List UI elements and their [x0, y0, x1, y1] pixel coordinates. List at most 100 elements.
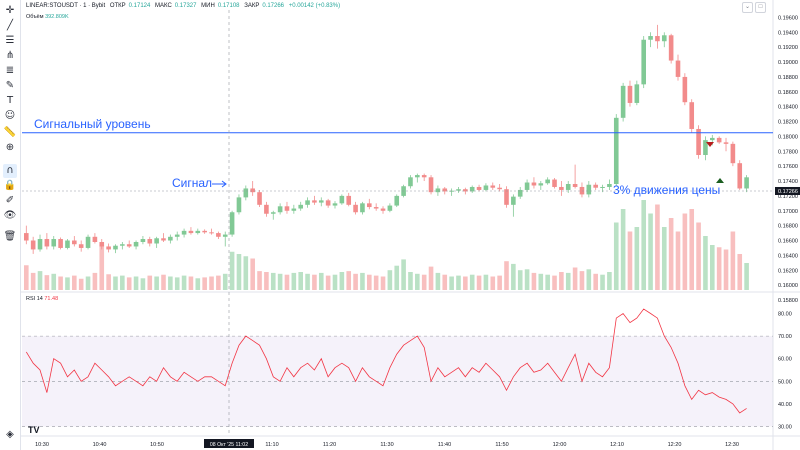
candle: [668, 35, 674, 61]
fib-icon[interactable]: ≣: [5, 65, 15, 76]
candle: [99, 242, 105, 247]
volume-bar: [511, 263, 516, 290]
volume-bar: [264, 272, 269, 290]
volume-bar: [154, 276, 159, 290]
volume-bar: [30, 272, 36, 290]
volume-bar: [737, 254, 743, 290]
eye-icon[interactable]: 👁: [3, 210, 17, 221]
candle: [504, 189, 509, 205]
volume-bar: [442, 274, 448, 290]
volume-bar: [367, 274, 372, 290]
price-tick-label: 0.19600: [778, 15, 798, 21]
volume-bar: [99, 245, 105, 290]
candle: [85, 236, 91, 248]
volume-bar: [648, 213, 653, 290]
volume-bar: [270, 272, 276, 290]
emoji-icon[interactable]: ☺: [4, 110, 16, 121]
time-tick-label: 11:30: [380, 442, 393, 448]
volume-bar: [408, 272, 413, 290]
rsi-tick-label: 50.00: [778, 379, 792, 385]
candle: [593, 184, 598, 188]
volume-bar: [703, 236, 708, 290]
volume-bar: [120, 275, 125, 290]
volume-bar: [675, 231, 681, 290]
price-tick-label: 0.16200: [778, 268, 798, 274]
volume-bar: [312, 274, 317, 290]
trend-line-icon[interactable]: ╱: [6, 20, 14, 31]
price-tick-label: 0.18800: [778, 75, 798, 81]
candle: [120, 244, 125, 246]
candle: [607, 184, 612, 187]
time-tick-label: 10:50: [150, 442, 164, 448]
price-tick-label: 0.18400: [778, 105, 798, 111]
horizontal-lines-icon[interactable]: ☰: [5, 35, 15, 46]
open-value: 0.17124: [128, 3, 151, 9]
volume-bar: [277, 273, 283, 290]
volume-bar: [51, 273, 57, 290]
volume-bar: [504, 261, 509, 290]
time-tick-label: 12:30: [725, 442, 739, 448]
volume-bar: [668, 218, 674, 290]
symbol-name[interactable]: LINEAR:STOUSDT · 1 · Bybit: [26, 3, 106, 9]
candle: [586, 184, 592, 195]
volume-bar: [250, 258, 255, 290]
candle: [113, 245, 118, 250]
volume-bar: [463, 276, 468, 290]
volume-bar: [421, 274, 427, 290]
time-tick-label: 12:00: [553, 442, 567, 448]
tradingview-logo: TV: [28, 425, 40, 435]
volume-bar: [613, 222, 619, 290]
zoom-in-icon[interactable]: ⊕: [5, 142, 15, 153]
maximize-pane-icon[interactable]: □: [755, 2, 766, 13]
collapse-pane-icon[interactable]: ⌄: [742, 2, 753, 13]
volume-legend: Объём 392.809K: [26, 14, 69, 20]
price-tick-label: 0.16000: [778, 283, 798, 289]
candle: [442, 188, 448, 192]
candle: [380, 208, 386, 211]
volume-bar: [730, 231, 736, 290]
magnet-icon[interactable]: ∩: [3, 164, 17, 178]
volume-bar: [106, 274, 111, 290]
volume-bar: [147, 275, 153, 290]
volume-bar: [360, 272, 365, 290]
volume-bar: [202, 277, 207, 290]
candle: [497, 187, 502, 190]
trash-icon[interactable]: 🗑: [3, 231, 17, 242]
candle: [463, 189, 468, 192]
time-tick-label: 11:40: [438, 442, 451, 448]
rsi-line: [25, 308, 747, 414]
candle: [579, 186, 585, 195]
lock-drawings-icon[interactable]: 🔒: [3, 180, 17, 191]
candle: [737, 163, 743, 189]
candle: [421, 175, 427, 178]
volume-bar: [339, 272, 345, 290]
volume-bar: [318, 272, 324, 290]
volume-bar: [181, 275, 187, 290]
layers-icon[interactable]: ◈: [6, 429, 14, 440]
price-tick-label: 0.16600: [778, 239, 798, 245]
ruler-icon[interactable]: 📏: [3, 127, 17, 138]
current-price-label: 0.17266: [778, 189, 798, 195]
volume-bar: [524, 269, 530, 290]
current-price-box: [775, 186, 800, 195]
pitchfork-icon[interactable]: ⋔: [5, 50, 15, 61]
volume-bar: [483, 274, 489, 290]
candle: [517, 189, 523, 197]
low-label: МИН: [201, 3, 215, 9]
price-tick-label: 0.17000: [778, 209, 798, 215]
candle: [538, 183, 544, 186]
crosshair-icon[interactable]: ✛: [5, 5, 15, 16]
volume-bar: [92, 272, 98, 290]
text-tool-icon[interactable]: T: [6, 95, 14, 106]
volume-bar: [209, 276, 214, 290]
volume-bar: [325, 275, 331, 290]
volume-bar: [435, 272, 441, 290]
high-value: 0.17327: [174, 3, 197, 9]
candle: [703, 140, 708, 155]
candle: [332, 203, 338, 206]
volume-bar: [394, 265, 400, 290]
brush-icon[interactable]: ✎: [5, 80, 15, 91]
pencil-lock-icon[interactable]: ✐: [5, 195, 15, 206]
candle: [277, 206, 283, 213]
